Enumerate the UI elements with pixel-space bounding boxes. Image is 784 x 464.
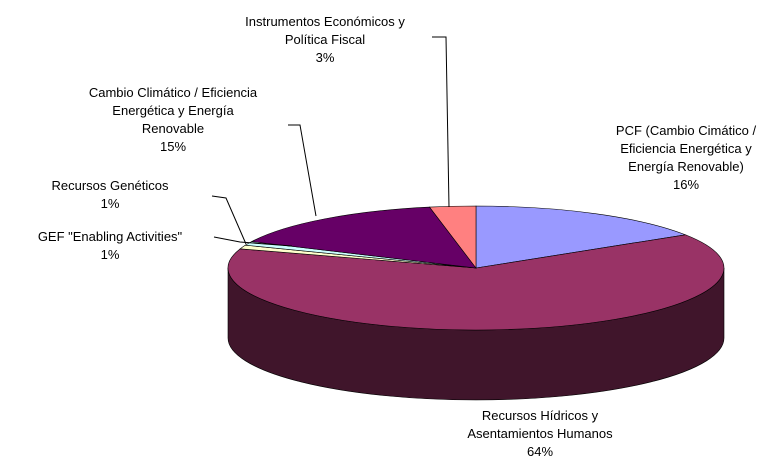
slice-label-5: Instrumentos Económicos y [245,14,405,29]
pie-slice-5 [428,205,477,269]
leader-line-4 [288,124,317,217]
slice-labels: PCF (Cambio Cimático / Eficiencia Energét… [38,14,757,459]
slice-percent-4: 15% [160,139,186,154]
leader-line-2 [213,236,293,247]
slice-percent-5: 3% [316,50,335,65]
slice-percent-0: 16% [673,177,699,192]
slice-label-4: Cambio Climático / Eficiencia [89,85,258,100]
leader-lines [211,36,450,247]
slice-label-0: PCF (Cambio Cimático / [616,123,757,138]
slice-label-1: Asentamientos Humanos [467,426,613,441]
slice-label-5: Política Fiscal [285,32,365,47]
pie-slice-1 [227,234,725,331]
slice-label-4: Renovable [142,121,204,136]
slice-label-1: Recursos Hídricos y [482,408,599,423]
slice-percent-1: 64% [527,444,553,459]
slice-label-4: Energética y Energía [112,103,234,118]
pie-slice-0 [475,205,687,269]
leader-line-5 [432,36,450,208]
leader-line-3 [211,195,247,245]
slice-label-0: Energía Renovable) [628,159,744,174]
pie-slice-4 [250,206,477,269]
pie-top-faces [227,205,725,331]
slice-percent-3: 1% [101,196,120,211]
slice-label-2: GEF "Enabling Activities" [38,229,183,244]
slice-percent-2: 1% [101,247,120,262]
slice-label-3: Recursos Genéticos [51,178,169,193]
slice-label-0: Eficiencia Energética y [620,141,752,156]
